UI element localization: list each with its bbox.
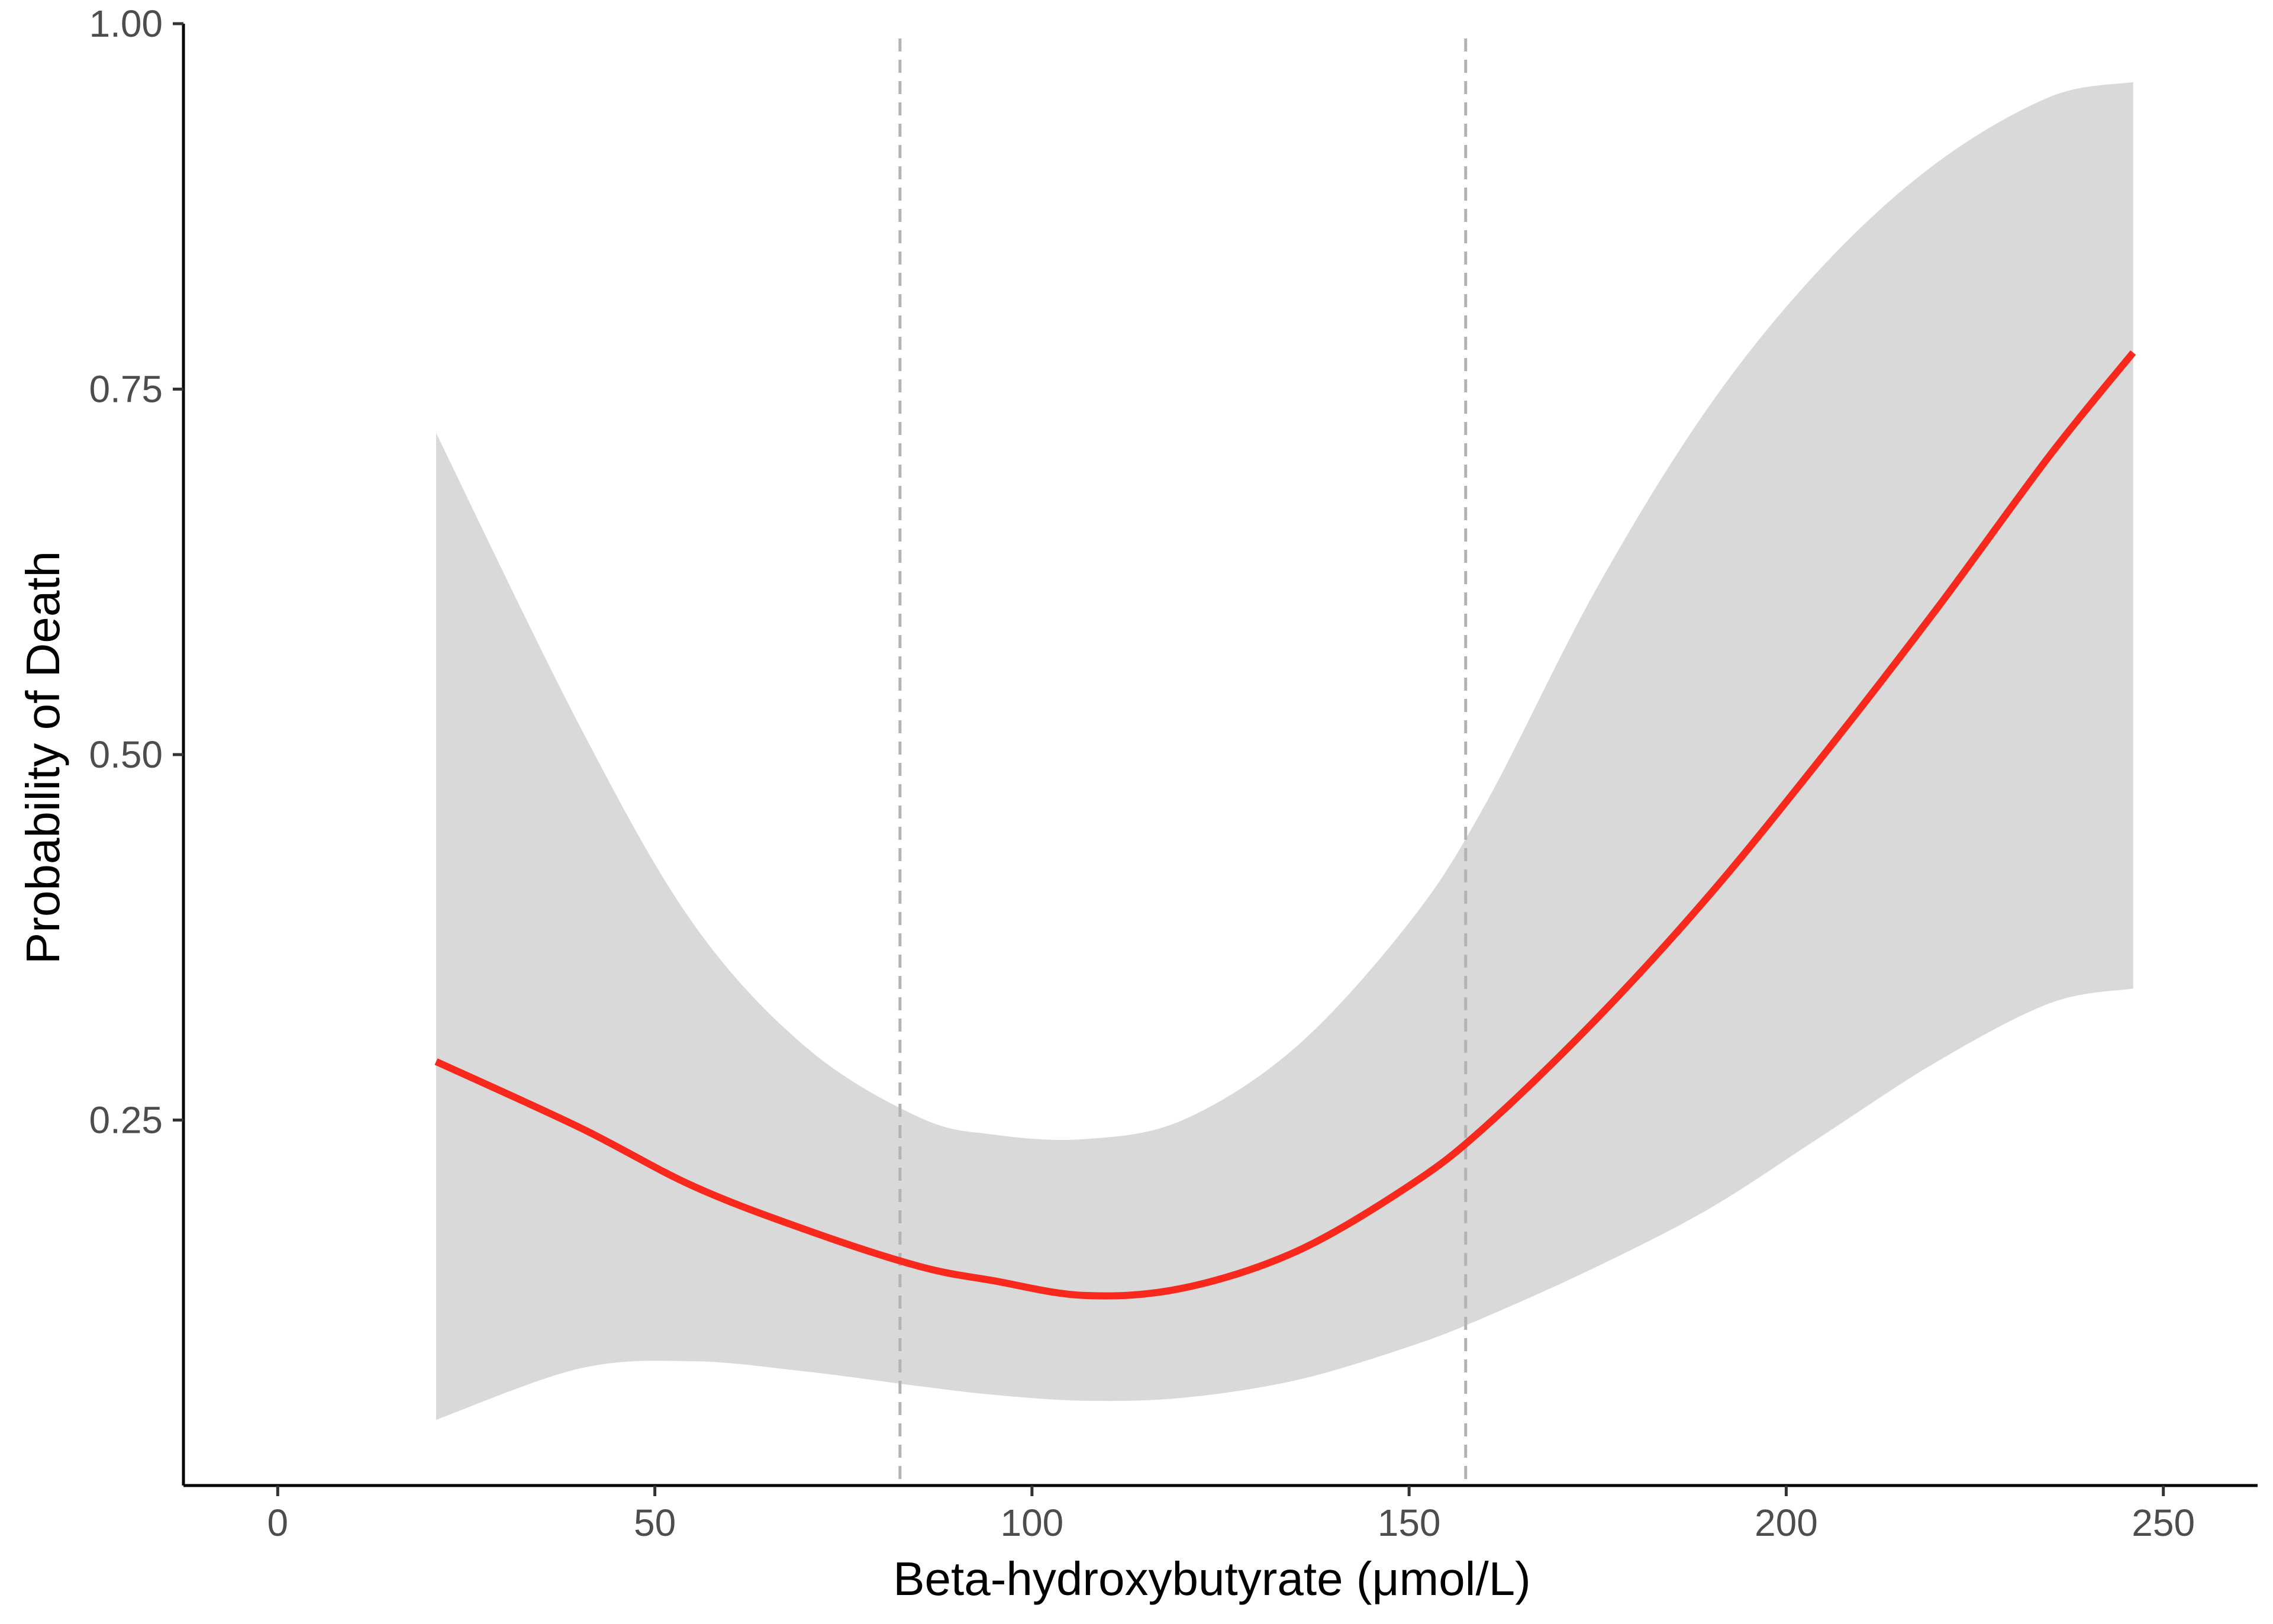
- x-tick-label: 100: [1000, 1501, 1063, 1544]
- fitted-line: [434, 350, 2136, 1300]
- y-tick-label: 0.75: [89, 368, 163, 411]
- plot-area: [434, 38, 2136, 1486]
- x-axis-title: Beta-hydroxybutyrate (μmol/L): [893, 1552, 1531, 1605]
- y-axis-title: Probability of Death: [17, 551, 69, 964]
- x-tick-label: 200: [1755, 1501, 1818, 1544]
- x-tick-label: 0: [267, 1501, 289, 1544]
- x-tick-label: 250: [2132, 1501, 2195, 1544]
- y-tick-label: 0.25: [89, 1099, 163, 1142]
- y-tick-label: 0.50: [89, 733, 163, 776]
- x-tick-label: 50: [634, 1501, 676, 1544]
- axes: 0 50 100 150 200 250 0.25 0.50 0.75 1.00: [89, 2, 2258, 1544]
- y-tick-label: 1.00: [89, 2, 163, 45]
- x-tick-label: 150: [1378, 1501, 1441, 1544]
- confidence-band: [436, 82, 2133, 1420]
